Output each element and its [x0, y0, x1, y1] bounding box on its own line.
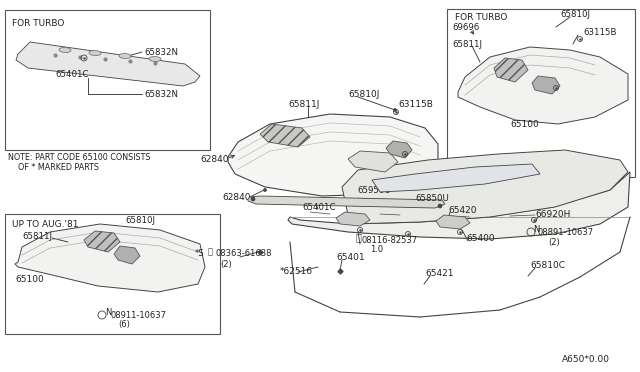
Polygon shape [248, 196, 445, 208]
Text: 65401C: 65401C [55, 70, 88, 78]
Text: *62516: *62516 [280, 267, 313, 276]
Text: 65811J: 65811J [22, 231, 52, 241]
Polygon shape [260, 124, 310, 147]
Text: 1.0: 1.0 [370, 246, 383, 254]
Text: 65420: 65420 [448, 205, 477, 215]
Text: 62840: 62840 [222, 192, 250, 202]
Text: 65400: 65400 [466, 234, 495, 243]
Text: 65810J: 65810J [348, 90, 380, 99]
Polygon shape [494, 58, 528, 82]
Text: 63115B: 63115B [398, 99, 433, 109]
Text: FOR TURBO: FOR TURBO [12, 19, 65, 28]
Text: 65810J: 65810J [125, 215, 155, 224]
Text: A650*0.00: A650*0.00 [562, 356, 610, 365]
Text: Ⓢ: Ⓢ [207, 247, 212, 256]
Text: 63115B: 63115B [583, 28, 616, 36]
Ellipse shape [149, 57, 161, 61]
Text: (6): (6) [118, 320, 130, 328]
Text: 08911-10637: 08911-10637 [110, 311, 166, 320]
Text: 65832N: 65832N [144, 48, 178, 57]
Text: OF * MARKED PARTS: OF * MARKED PARTS [8, 163, 99, 171]
Circle shape [394, 109, 397, 112]
Text: 62840: 62840 [200, 154, 228, 164]
Polygon shape [386, 141, 412, 158]
Polygon shape [228, 114, 438, 196]
Bar [5, 214, 220, 334]
Text: 65100: 65100 [338, 198, 367, 206]
Text: FOR TURBO: FOR TURBO [455, 13, 508, 22]
Text: 65100: 65100 [15, 276, 44, 285]
Text: (2): (2) [220, 260, 232, 269]
Polygon shape [84, 231, 120, 252]
Text: 08891-10637: 08891-10637 [538, 228, 594, 237]
Ellipse shape [59, 48, 71, 52]
Text: N: N [533, 225, 540, 234]
Text: (2): (2) [548, 237, 560, 247]
Polygon shape [16, 42, 200, 86]
Text: 65421: 65421 [425, 269, 454, 279]
Text: 65832N: 65832N [144, 90, 178, 99]
Polygon shape [436, 215, 470, 229]
Text: N: N [105, 308, 111, 317]
Polygon shape [288, 172, 630, 239]
Polygon shape [532, 76, 560, 94]
Bar [5, 10, 210, 150]
Polygon shape [114, 246, 140, 264]
Text: 65810C: 65810C [530, 262, 565, 270]
Text: 65401C: 65401C [302, 202, 335, 212]
Text: NOTE: PART CODE 65100 CONSISTS: NOTE: PART CODE 65100 CONSISTS [8, 153, 150, 161]
Polygon shape [458, 47, 628, 124]
Text: 69696: 69696 [452, 22, 479, 32]
Text: 65950U: 65950U [357, 186, 391, 195]
Polygon shape [372, 164, 540, 192]
Circle shape [438, 204, 442, 208]
Text: 65810J: 65810J [560, 10, 590, 19]
Circle shape [251, 197, 255, 201]
Circle shape [264, 189, 266, 192]
Polygon shape [342, 150, 628, 224]
Text: 65100: 65100 [510, 119, 539, 128]
Text: UP TO AUG.'81: UP TO AUG.'81 [12, 219, 79, 228]
Polygon shape [348, 151, 398, 172]
Polygon shape [336, 212, 370, 226]
Ellipse shape [89, 51, 101, 55]
Text: 65401: 65401 [336, 253, 365, 262]
Text: 08363-61638: 08363-61638 [215, 250, 271, 259]
Text: Ⓢ: Ⓢ [355, 232, 361, 242]
Text: 66920H: 66920H [535, 209, 570, 218]
Text: 65811J: 65811J [452, 39, 482, 48]
Text: *S: *S [195, 250, 205, 259]
Polygon shape [15, 224, 205, 292]
Ellipse shape [119, 54, 131, 58]
Text: 08116-82537: 08116-82537 [362, 235, 418, 244]
Text: 65850U: 65850U [415, 193, 449, 202]
Bar [447, 9, 635, 177]
Text: 65811J: 65811J [288, 99, 319, 109]
Text: 62840: 62840 [440, 176, 468, 185]
